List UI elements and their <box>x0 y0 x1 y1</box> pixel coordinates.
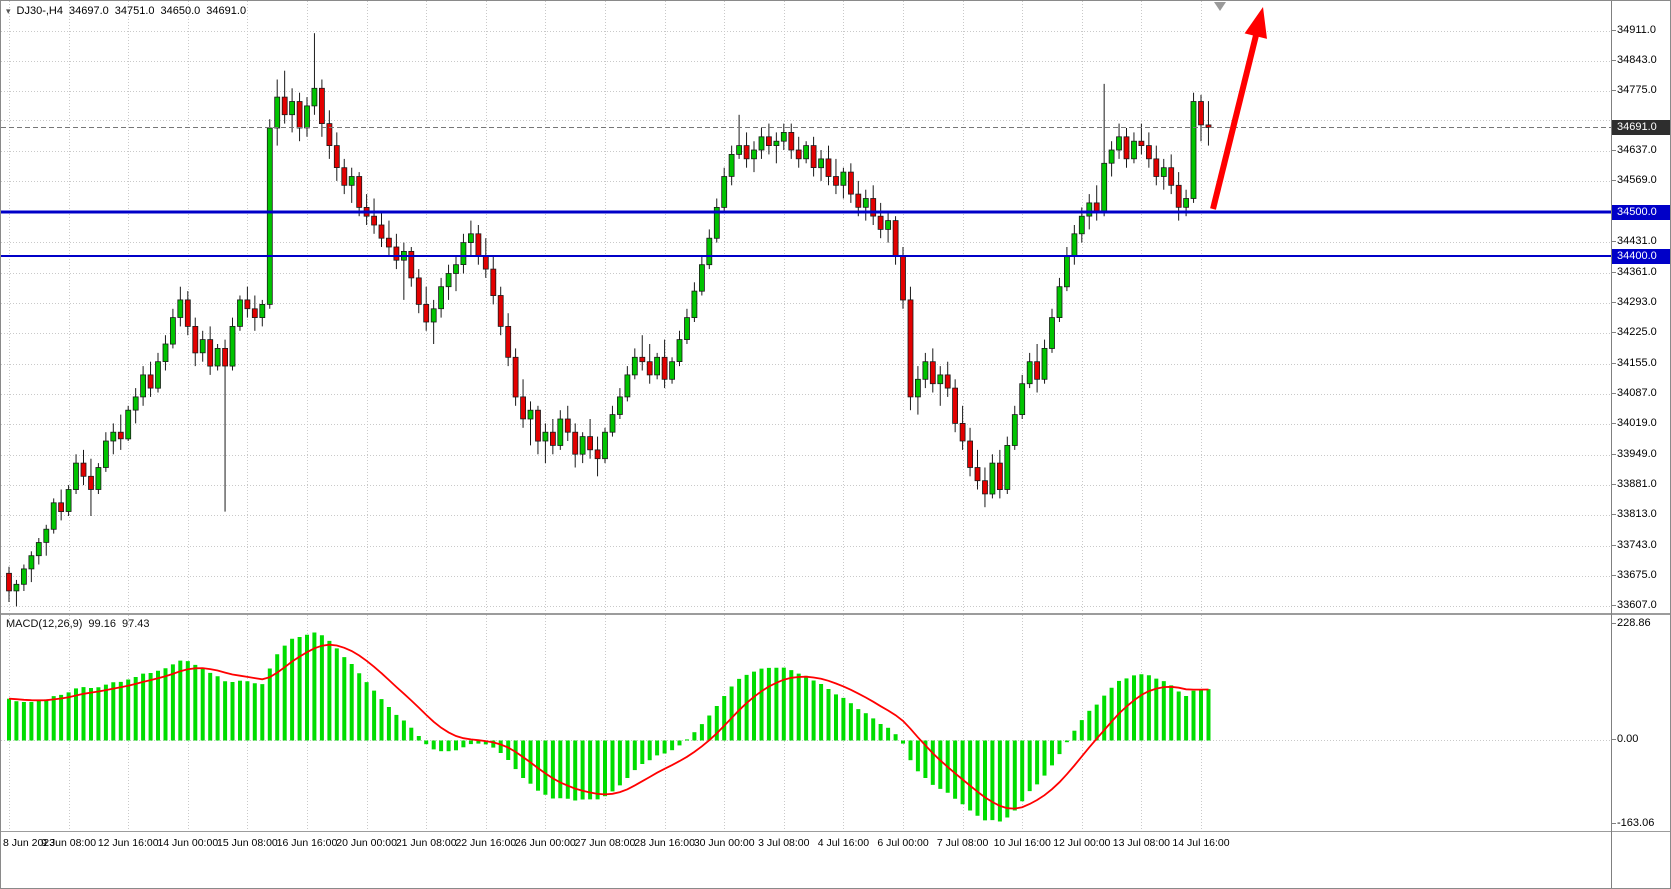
time-axis-label: 4 Jul 16:00 <box>817 837 870 849</box>
price-axis-label: 34155.0 <box>1611 356 1657 369</box>
macd-info-line: MACD(12,26,9) 99.16 97.43 <box>6 618 155 630</box>
level-price-tag-34500[interactable]: 34500.0 <box>1612 205 1670 220</box>
main-price-pane[interactable] <box>1 1 1611 613</box>
macd-histogram <box>7 632 1211 822</box>
price-axis-label: 33607.0 <box>1611 598 1657 611</box>
pane-separator[interactable] <box>1 613 1670 615</box>
time-axis-label: 15 Jun 08:00 <box>217 837 278 849</box>
trend-arrow-head[interactable] <box>1244 7 1267 39</box>
level-price-tag-34400[interactable]: 34400.0 <box>1612 249 1670 264</box>
ohlc-close-value: 34691.0 <box>206 5 247 17</box>
macd-signal-line <box>8 643 1209 810</box>
time-axis-label: 16 Jun 16:00 <box>276 837 338 849</box>
price-axis-label: 34431.0 <box>1611 235 1657 248</box>
time-axis-label: 6 Jul 00:00 <box>877 837 929 849</box>
macd-scale-max: 228.86 <box>1611 617 1651 629</box>
price-axis: 34911.0 34843.0 34775.0 34637.0 34569.0 34431… <box>1611 1 1670 613</box>
macd-main-value: 99.16 <box>88 618 116 630</box>
price-axis-label: 34911.0 <box>1611 23 1656 36</box>
time-axis-label: 12 Jun 16:00 <box>97 837 159 849</box>
chart-dropdown-icon[interactable]: ▾ <box>6 6 11 16</box>
ohlc-high-value: 34751.0 <box>114 5 155 17</box>
time-axis[interactable]: 8 Jun 2023 9 Jun 08:00 12 Jun 16:00 14 Jun … <box>1 834 1611 856</box>
macd-scale-zero: 0.00 <box>1610 733 1639 746</box>
time-axis-label: 26 Jun 00:00 <box>515 837 576 849</box>
trend-arrow-line[interactable] <box>1210 30 1260 210</box>
time-axis-separator <box>1 831 1670 832</box>
price-axis-label: 33949.0 <box>1611 447 1657 460</box>
price-axis-label: 34087.0 <box>1611 386 1657 399</box>
price-axis-label: 33881.0 <box>1611 477 1657 490</box>
price-axis-label: 34843.0 <box>1611 53 1657 66</box>
price-axis-label: 34775.0 <box>1611 83 1657 96</box>
time-axis-label: 7 Jul 08:00 <box>936 837 989 849</box>
symbol-timeframe-label: DJ30-,H4 <box>16 5 63 17</box>
time-axis-label: 8 Jun 2023 <box>3 837 55 849</box>
price-axis-label: 33743.0 <box>1611 538 1657 551</box>
time-axis-label: 28 Jun 16:00 <box>634 837 695 849</box>
chart-info-line: ▾ DJ30-,H4 34697.0 34751.0 34650.0 34691.0 <box>6 5 252 17</box>
candles-layer <box>6 33 1212 607</box>
macd-signal-value: 97.43 <box>121 618 150 630</box>
price-axis-label: 33675.0 <box>1611 568 1657 581</box>
time-axis-label: 12 Jul 00:00 <box>1053 837 1111 849</box>
price-axis-separator <box>1611 1 1612 888</box>
macd-indicator-pane[interactable] <box>1 615 1611 831</box>
time-axis-label: 27 Jun 08:00 <box>574 837 636 849</box>
time-axis-label: 14 Jul 16:00 <box>1172 837 1230 849</box>
time-axis-label: 14 Jun 00:00 <box>157 837 219 849</box>
time-axis-label: 9 Jun 08:00 <box>41 837 97 849</box>
time-axis-label: 22 Jun 16:00 <box>455 837 517 849</box>
price-axis-label: 34361.0 <box>1611 266 1657 279</box>
time-axis-label: 30 Jun 00:00 <box>693 837 755 849</box>
price-axis-label: 34225.0 <box>1611 326 1657 338</box>
price-axis-label: 34293.0 <box>1611 296 1657 309</box>
macd-axis: 228.86 0.00 -163.06 <box>1610 615 1670 831</box>
current-price-tag: 34691.0 <box>1612 120 1670 136</box>
time-axis-label: 21 Jun 08:00 <box>395 837 457 849</box>
ohlc-low-value: 34650.0 <box>160 5 201 17</box>
price-axis-label: 33813.0 <box>1611 507 1657 520</box>
price-axis-label: 34019.0 <box>1611 416 1657 429</box>
time-axis-label: 20 Jun 00:00 <box>336 837 397 849</box>
price-axis-label: 34637.0 <box>1611 144 1657 157</box>
macd-label: MACD(12,26,9) <box>6 618 83 630</box>
chart-shift-marker[interactable] <box>1214 2 1226 11</box>
macd-scale-min: -163.06 <box>1610 817 1655 829</box>
time-axis-label: 3 Jul 08:00 <box>758 837 810 849</box>
price-axis-label: 34569.0 <box>1611 174 1657 187</box>
time-axis-label: 13 Jul 08:00 <box>1112 837 1170 849</box>
ohlc-open-value: 34697.0 <box>69 5 109 17</box>
time-axis-label: 10 Jul 16:00 <box>993 837 1051 849</box>
